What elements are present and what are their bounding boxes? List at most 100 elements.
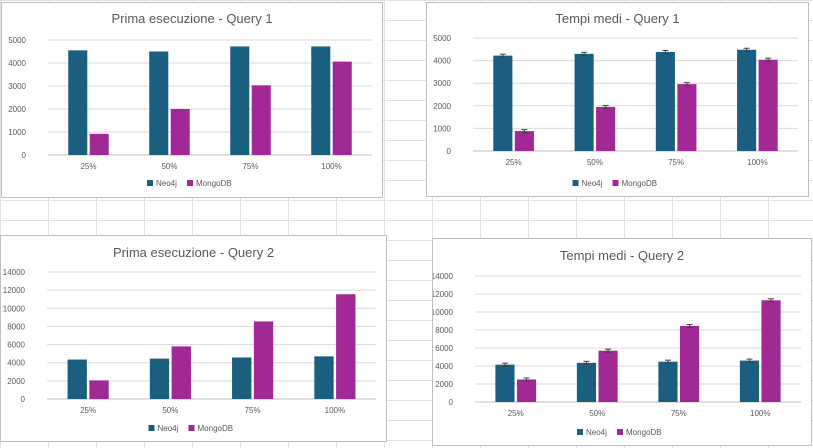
legend-swatch-mongodb bbox=[612, 180, 619, 186]
bar-mongodb-50 bbox=[170, 109, 190, 155]
y-tick-label: 0 bbox=[21, 395, 26, 404]
legend-label-neo4j: Neo4j bbox=[586, 428, 607, 437]
x-tick-label: 75% bbox=[668, 158, 684, 167]
y-tick-label: 3000 bbox=[433, 79, 451, 88]
bar-mongodb-75 bbox=[679, 325, 700, 402]
chart-title: Tempi medi - Query 1 bbox=[555, 11, 679, 26]
chart-panel-q2-average[interactable]: Tempi medi - Query 2 0 2000 4000 6000 8000 100… bbox=[432, 238, 812, 446]
bar-neo4j-50 bbox=[576, 362, 597, 402]
bar-mongodb-100 bbox=[761, 300, 781, 402]
y-tick-label: 8000 bbox=[435, 326, 453, 335]
x-tick-label: 50% bbox=[587, 158, 603, 167]
legend-label-mongodb: MongoDB bbox=[198, 424, 234, 433]
y-tick-label: 1000 bbox=[8, 128, 26, 137]
bar-neo4j-50 bbox=[149, 358, 170, 399]
x-tick-label: 50% bbox=[161, 162, 177, 171]
bar-neo4j-50 bbox=[149, 51, 169, 155]
legend-swatch-neo4j bbox=[148, 425, 155, 431]
bar-mongodb-25 bbox=[89, 380, 109, 399]
y-tick-label: 10000 bbox=[433, 308, 454, 317]
y-tick-label: 0 bbox=[447, 147, 452, 156]
bar-mongodb-100 bbox=[336, 294, 356, 399]
legend-label-mongodb: MongoDB bbox=[622, 179, 658, 188]
y-tick-label: 0 bbox=[22, 151, 27, 160]
x-tick-label: 75% bbox=[671, 409, 687, 418]
bar-neo4j-25 bbox=[493, 55, 513, 151]
x-tick-label: 50% bbox=[162, 406, 178, 415]
y-tick-label: 12000 bbox=[3, 286, 26, 295]
chart-title: Tempi medi - Query 2 bbox=[560, 248, 684, 263]
legend-swatch-neo4j bbox=[147, 180, 153, 186]
y-tick-label: 2000 bbox=[7, 377, 25, 386]
y-tick-label: 0 bbox=[449, 398, 454, 407]
x-tick-label: 75% bbox=[245, 406, 261, 415]
bar-mongodb-25 bbox=[516, 379, 537, 402]
bar-mongodb-50 bbox=[598, 350, 618, 402]
x-tick-label: 25% bbox=[506, 158, 522, 167]
legend-swatch-neo4j bbox=[577, 429, 583, 435]
x-tick-label: 100% bbox=[747, 158, 767, 167]
bar-neo4j-75 bbox=[232, 357, 252, 399]
chart-q2-first-run: Prima esecuzione - Query 2 0 2000 4000 6000 8… bbox=[3, 245, 376, 433]
bar-neo4j-100 bbox=[314, 356, 334, 399]
x-tick-label: 50% bbox=[589, 409, 605, 418]
bar-neo4j-75 bbox=[658, 361, 678, 402]
chart-panel-q1-average[interactable]: Tempi medi - Query 1 0 1000 2000 3000 4000 500… bbox=[426, 2, 809, 197]
y-tick-label: 6000 bbox=[435, 344, 453, 353]
y-tick-label: 4000 bbox=[7, 359, 25, 368]
y-tick-label: 12000 bbox=[433, 290, 454, 299]
y-tick-label: 14000 bbox=[433, 272, 454, 281]
chart-q2-average: Tempi medi - Query 2 0 2000 4000 6000 8000 100… bbox=[433, 248, 801, 437]
legend-swatch-mongodb bbox=[617, 429, 623, 435]
bar-mongodb-75 bbox=[677, 84, 697, 151]
chart-panel-q1-first-run[interactable]: Prima esecuzione - Query 1 0 1000 2000 3000 4… bbox=[1, 2, 383, 198]
y-tick-label: 4000 bbox=[433, 57, 451, 66]
x-tick-label: 100% bbox=[321, 162, 341, 171]
legend-label-mongodb: MongoDB bbox=[626, 428, 662, 437]
y-tick-label: 2000 bbox=[433, 102, 451, 111]
bar-neo4j-25 bbox=[67, 359, 87, 399]
bar-mongodb-100 bbox=[332, 61, 352, 156]
bar-mongodb-100 bbox=[758, 59, 778, 151]
y-tick-label: 5000 bbox=[433, 34, 451, 43]
bar-neo4j-25 bbox=[68, 50, 88, 155]
bar-neo4j-25 bbox=[495, 364, 515, 402]
bar-neo4j-100 bbox=[737, 49, 757, 151]
y-tick-label: 6000 bbox=[7, 341, 25, 350]
chart-q1-average: Tempi medi - Query 1 0 1000 2000 3000 4000 500… bbox=[433, 11, 798, 188]
y-tick-label: 1000 bbox=[433, 124, 451, 133]
y-tick-label: 10000 bbox=[3, 304, 26, 313]
bar-mongodb-25 bbox=[89, 133, 109, 155]
chart-title: Prima esecuzione - Query 1 bbox=[111, 11, 272, 26]
bar-neo4j-100 bbox=[311, 46, 331, 155]
y-tick-label: 5000 bbox=[8, 36, 26, 45]
bar-neo4j-50 bbox=[574, 53, 594, 151]
x-tick-label: 100% bbox=[325, 406, 345, 415]
y-tick-label: 2000 bbox=[8, 105, 26, 114]
bar-mongodb-50 bbox=[171, 346, 191, 399]
bar-neo4j-100 bbox=[739, 360, 760, 402]
legend-label-mongodb: MongoDB bbox=[196, 179, 232, 188]
legend-label-neo4j: Neo4j bbox=[156, 179, 177, 188]
bar-mongodb-50 bbox=[596, 106, 616, 151]
chart-q1-first-run: Prima esecuzione - Query 1 0 1000 2000 3000 4… bbox=[8, 11, 372, 188]
bar-mongodb-75 bbox=[253, 321, 274, 399]
y-tick-label: 3000 bbox=[8, 82, 26, 91]
y-tick-label: 8000 bbox=[7, 322, 25, 331]
x-tick-label: 75% bbox=[242, 162, 258, 171]
x-tick-label: 100% bbox=[750, 409, 770, 418]
legend-swatch-mongodb bbox=[187, 180, 193, 186]
y-tick-label: 4000 bbox=[8, 59, 26, 68]
y-tick-label: 14000 bbox=[3, 268, 26, 277]
x-tick-label: 25% bbox=[508, 409, 524, 418]
bar-mongodb-25 bbox=[514, 131, 534, 151]
legend-label-neo4j: Neo4j bbox=[582, 179, 603, 188]
legend-label-neo4j: Neo4j bbox=[158, 424, 179, 433]
x-tick-label: 25% bbox=[80, 406, 96, 415]
bar-neo4j-75 bbox=[230, 46, 250, 155]
bar-neo4j-75 bbox=[655, 52, 675, 151]
bar-mongodb-75 bbox=[251, 85, 271, 155]
legend-swatch-neo4j bbox=[572, 180, 579, 186]
chart-title: Prima esecuzione - Query 2 bbox=[113, 245, 274, 260]
chart-panel-q2-first-run[interactable]: Prima esecuzione - Query 2 0 2000 4000 6000 8… bbox=[0, 235, 387, 442]
